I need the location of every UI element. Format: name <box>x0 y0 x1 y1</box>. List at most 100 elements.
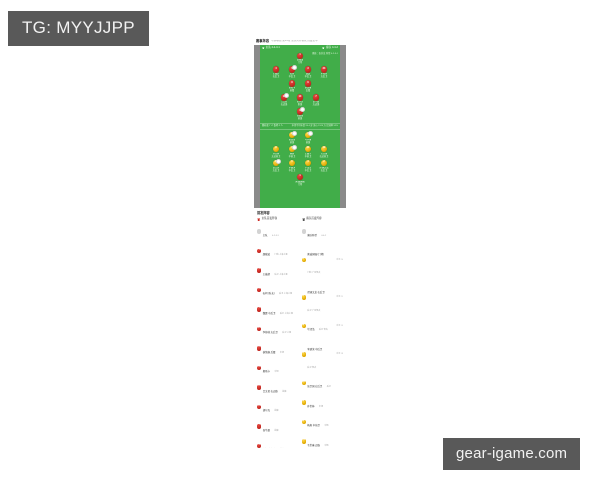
player-marker[interactable]: 8 奥斯卡 前腰 <box>286 80 298 92</box>
player-marker[interactable]: 4 王燊超 右后卫 <box>270 66 282 78</box>
list-item-text: 胡尔克 前锋 <box>263 398 299 416</box>
player-marker[interactable]: 4 毕津浩 中后卫 <box>302 159 314 172</box>
list-item[interactable]: 1 曾诚国强 (门将) 门将 广州恒大 出场 24 <box>301 242 343 278</box>
player-name: 王燊超 <box>262 272 270 276</box>
player-badge: 8 <box>301 400 306 405</box>
list-item-text: 吕文君 右边锋 前锋 <box>263 379 299 397</box>
player-marker[interactable]: 11 吕文君 右边锋 <box>278 93 290 107</box>
player-badge: 1 <box>257 248 262 254</box>
list-item[interactable]: 23 李帅帅 左后卫 后卫 上港 <box>257 320 299 338</box>
player-marker[interactable]: 19 韦世豪 右边前卫 <box>318 145 330 158</box>
list-item[interactable]: 26 张卫国 左后卫 后卫 <box>301 374 344 392</box>
player-chip: 9 <box>304 130 313 139</box>
lineup-home-column: 主队首发阵容 主队 4-2-3-1 1 颜骏凌 门将 上海上港 <box>257 217 299 448</box>
list-item[interactable]: 4 毕津浩 后卫 恒大 出场 19 <box>301 317 343 335</box>
lineup-home-header: 主队首发阵容 <box>257 217 299 221</box>
player-meta: 后卫 上海上港 <box>279 293 293 296</box>
list-item[interactable]: 5 李建滨 中后卫 后卫 恒大 出场 18 <box>301 337 343 373</box>
player-marker[interactable]: 9 马尔康 前锋 <box>302 130 314 144</box>
player-name: 吕文君 右边锋 <box>262 389 278 393</box>
player-stat: 出场 18 <box>336 353 343 356</box>
player-position: 中后卫 <box>288 169 296 172</box>
player-marker[interactable]: 6 蔡慧康 后腰 <box>302 80 314 92</box>
list-item[interactable]: 8 奥斯卡 中场 <box>257 359 299 377</box>
player-name: 韦世豪 <box>320 152 328 155</box>
player-name: 奥斯卡 <box>288 87 296 90</box>
player-position: 左边前卫 <box>271 155 281 158</box>
list-item[interactable]: 9 洛佩斯 中锋 前锋 <box>257 437 299 448</box>
list-item-text: 洛佩斯 中锋 前锋 <box>263 437 299 448</box>
captain-badge-icon <box>275 158 281 164</box>
formation-row: 8 奥斯卡 前腰 6 蔡慧康 后腰 <box>260 80 340 92</box>
player-position: 中后卫 <box>288 76 296 79</box>
player-marker[interactable]: 1 颜骏凌 门将 <box>294 52 306 65</box>
pitch-right-gutter <box>340 45 346 208</box>
player-position: 右边锋 <box>280 104 288 107</box>
pitch-header: 主队 4-2-3-1 客队 4-4-2 <box>260 45 340 51</box>
separator-left-text: 替补席 7 人 伤停 2 人 <box>262 124 283 127</box>
player-marker[interactable]: 7 张华晨 左边锋 <box>310 94 322 106</box>
player-number: 8 <box>275 146 277 150</box>
player-meta: 中场 <box>324 444 329 447</box>
away-team-label[interactable]: 客队 4-4-2 <box>322 46 338 50</box>
player-marker[interactable]: 17 莫雷诺 前锋 <box>286 130 298 144</box>
player-badge: 5 <box>257 287 262 293</box>
player-marker[interactable]: 1 曾诚国强 门将 <box>294 173 306 186</box>
player-number: 9 <box>258 443 260 446</box>
player-marker[interactable]: 10 胡尔克 影锋 <box>294 94 306 106</box>
player-chip: 11 <box>280 93 289 101</box>
lineup-section-title: 首发阵容 <box>257 211 270 215</box>
list-item-text: 杨旭 中前卫 中场 <box>307 413 343 431</box>
list-item[interactable]: 3 魏震 中后卫 后卫 上海上港 <box>257 301 299 319</box>
player-number: 5 <box>291 160 293 164</box>
player-meta: 前锋 <box>282 390 287 393</box>
player-badge: 9 <box>257 443 262 448</box>
player-marker[interactable]: 2 邓涵文龙 右后卫 <box>318 159 330 172</box>
player-number: 3 <box>307 67 309 71</box>
player-badge: 7 <box>257 424 262 429</box>
list-item-text: 孙世林 中场 <box>307 394 343 412</box>
player-name: 曾诚国强 <box>295 180 305 183</box>
page-subtitle: 中超联赛 第24轮 主队对阵客队 首发名单 <box>271 40 318 43</box>
player-number: 26 <box>302 380 305 383</box>
list-item[interactable]: 10 胡尔克 前锋 <box>257 398 299 416</box>
list-item[interactable]: 1 颜骏凌 门将 上海上港 <box>257 242 299 260</box>
player-marker[interactable]: 23 李帅帅 左后卫 <box>318 66 330 78</box>
list-item[interactable]: 主队 4-2-3-1 <box>257 223 299 241</box>
list-item[interactable]: 4 王燊超 后卫 上海上港 <box>257 262 299 280</box>
list-item[interactable]: 7 张华晨 前锋 <box>257 418 299 436</box>
player-badge: 26 <box>301 380 306 386</box>
home-team-label[interactable]: 主队 4-2-3-1 <box>262 46 280 50</box>
player-marker[interactable]: 3 魏震 中后卫 <box>302 66 314 78</box>
list-item[interactable]: 客队阵型 4-4-2 <box>301 223 344 241</box>
player-marker[interactable]: 5 李建滨 中后卫 <box>286 159 298 172</box>
list-item[interactable]: 6 杨旭 中前卫 中场 <box>301 413 344 431</box>
player-marker[interactable]: 20 王燊宇 中前卫 <box>302 145 314 158</box>
player-marker[interactable]: 5 石柯 中后卫 <box>286 65 298 79</box>
player-number: 23 <box>322 67 326 71</box>
player-marker[interactable]: 8 孙世林 左边前卫 <box>270 145 282 158</box>
list-item[interactable]: 11 吕文君 右边锋 前锋 <box>257 379 299 397</box>
list-item[interactable]: 6 蔡慧康 后腰 中场 <box>257 340 299 358</box>
player-stat: 出场 19 <box>336 324 343 327</box>
list-item-text: 魏震 中后卫 后卫 上海上港 <box>263 301 299 319</box>
jersey-icon <box>322 46 325 50</box>
player-marker[interactable]: 9 洛佩斯 前锋 <box>294 107 306 120</box>
player-marker[interactable]: 6 杨旭 中前卫 <box>286 144 298 158</box>
list-item[interactable]: 5 石柯 (队长) 后卫 上海上港 <box>257 281 299 299</box>
player-badge: 1 <box>301 257 306 263</box>
player-position: 影锋 <box>297 104 303 107</box>
formation-row: 11 吕文君 右边锋 10 胡尔克 影锋 <box>260 93 340 107</box>
player-number: 3 <box>258 307 260 310</box>
player-badge: 10 <box>257 404 262 410</box>
list-item[interactable]: 8 孙世林 中场 <box>301 394 344 412</box>
player-number: 4 <box>275 67 277 71</box>
player-badge <box>257 229 262 234</box>
player-name: 胡尔克 <box>296 101 304 104</box>
player-number: 5 <box>258 287 260 290</box>
player-marker[interactable]: 26 张卫国 左后卫 <box>270 158 282 172</box>
list-item[interactable]: 2 邓涵文龙 右后卫 后卫 广州恒大 出场 21 <box>301 280 343 316</box>
player-name: 石柯 <box>289 73 295 76</box>
pitch: 主队 4-2-3-1 客队 4-4-2 教练：张外龙 阵型 4-2-3-1 1 <box>260 45 340 208</box>
list-item[interactable]: 19 韦世豪 边锋 中场 <box>301 433 344 448</box>
